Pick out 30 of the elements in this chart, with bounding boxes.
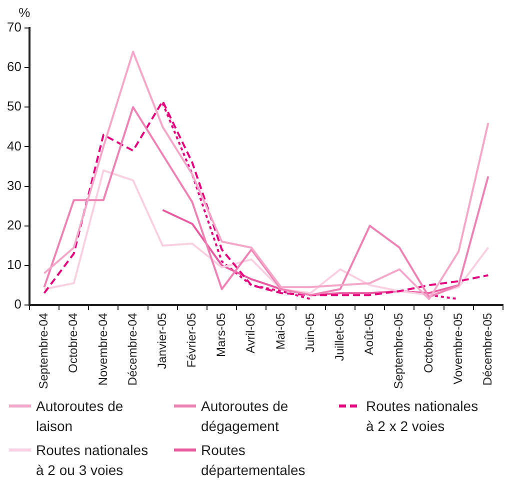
x-tick-label: Juin-05 [302,312,317,352]
x-tick-label: Mai-05 [273,312,288,350]
legend-label: Routes nationales à 2 ou 3 voies [36,441,150,480]
x-tick-label: Janvier-05 [154,312,169,369]
y-tick-label: 60 [6,59,22,74]
x-tick-label: Vovembre-05 [450,312,465,384]
legend-label: Autoroutes de laison [36,397,124,436]
x-tick-label: Avril-05 [244,312,258,354]
y-axis-title: % [18,5,31,20]
x-tick-label: Décembre-05 [480,312,495,386]
x-tick-label: Octobre-04 [66,312,80,373]
x-tick-label: Novembre-04 [96,312,110,386]
x-tick-label: Octobre-05 [421,312,436,373]
x-tick-label: Août-05 [362,312,376,355]
x-tick-label: Février-05 [184,312,199,368]
y-tick-label: 50 [6,98,22,114]
x-tick-label: Septembre-05 [392,312,406,390]
x-tick-label: Mars-05 [214,312,228,357]
y-tick-label: 70 [6,20,22,35]
legend-label: Routes départementales [201,441,306,480]
legend-label: Routes nationales à 2 x 2 voies [366,397,480,436]
y-tick-label: 10 [6,256,22,272]
y-tick-label: 30 [6,178,22,193]
x-tick-label: Décembre-04 [125,312,140,386]
y-tick-label: 0 [14,296,22,312]
x-tick-label: Juillet-05 [332,312,347,361]
x-tick-label: Septembre-04 [36,312,51,390]
y-tick-label: 40 [6,138,22,154]
legend-label: Autoroutes de dégagement [201,397,290,436]
y-tick-label: 20 [6,217,22,232]
